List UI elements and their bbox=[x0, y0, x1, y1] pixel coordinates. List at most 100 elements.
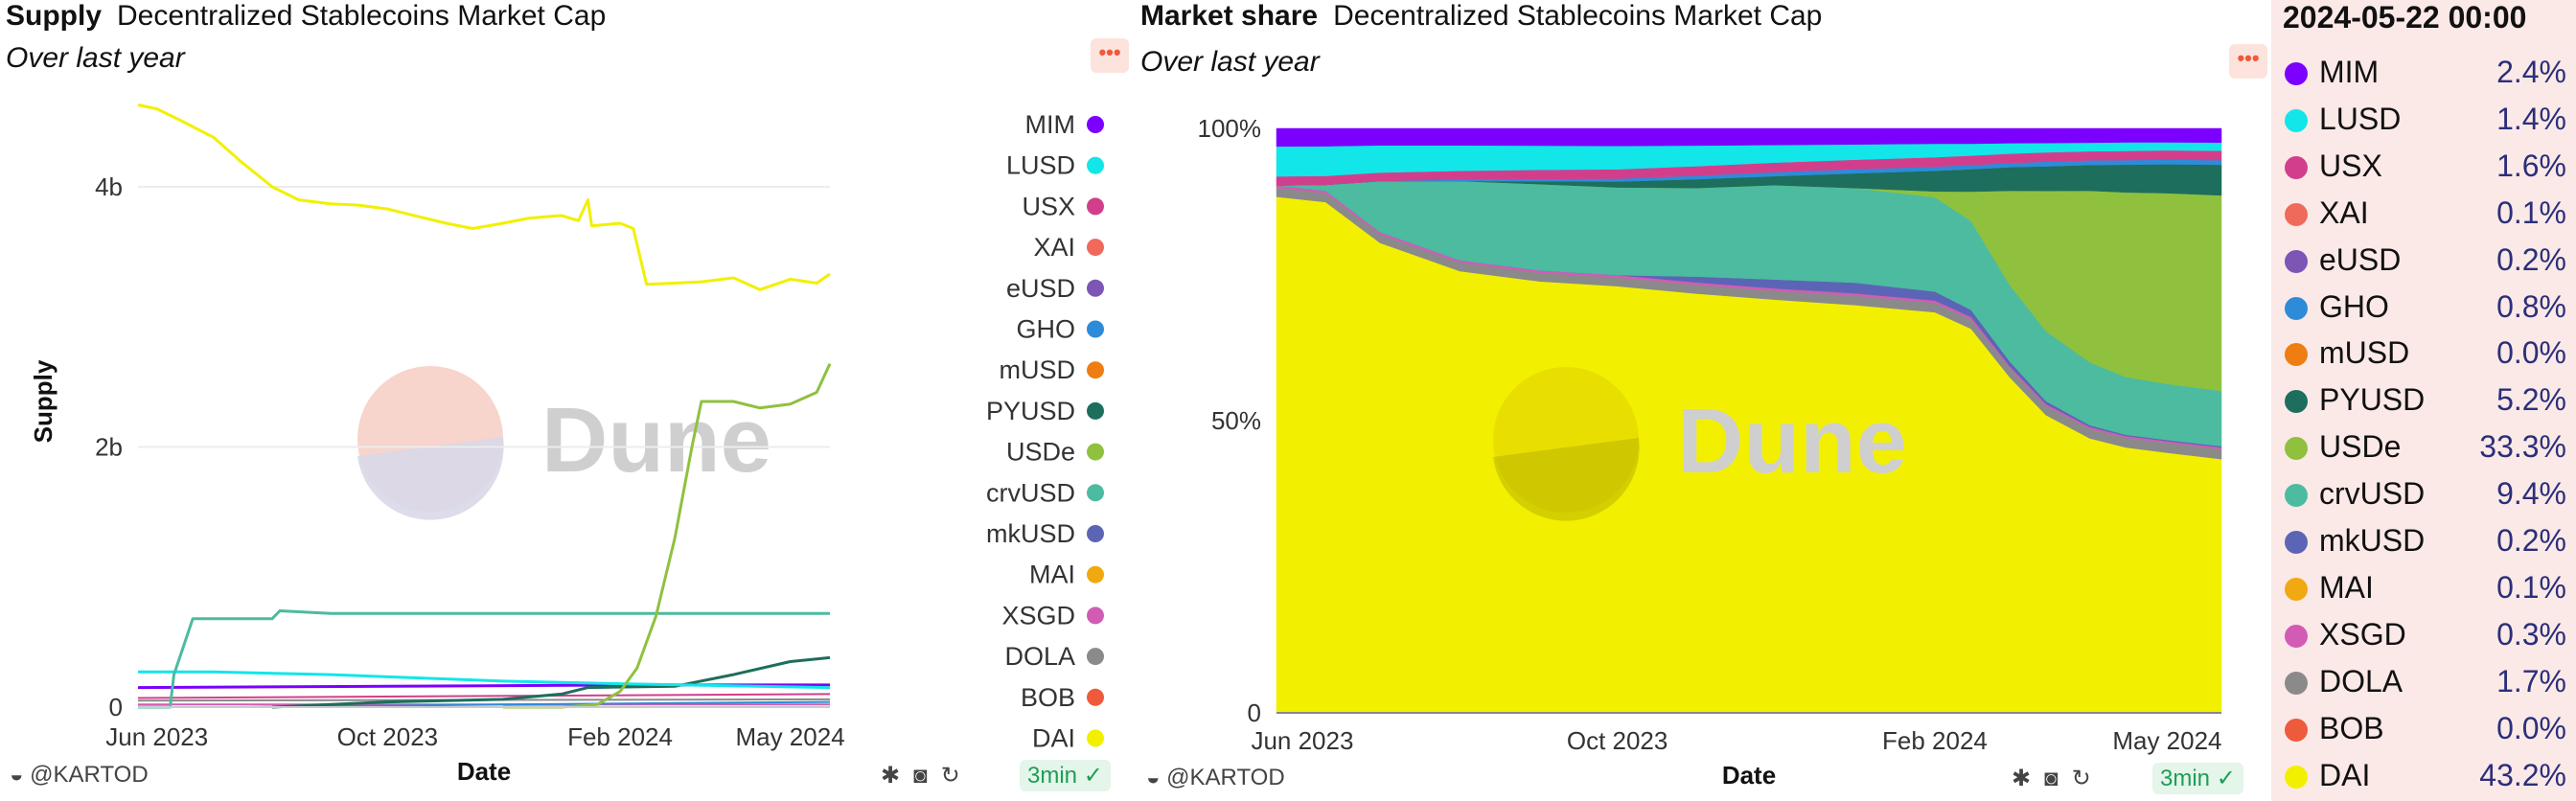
series-color-dot bbox=[2285, 202, 2308, 226]
market-share-area-chart: Dune 0 50% 100% Jun 2023 Oct 2023 Feb 2024 May… bbox=[1198, 114, 2222, 790]
author-handle: @KARTOD bbox=[30, 762, 149, 788]
tooltip-row-usde: USDe 33.3% bbox=[2271, 425, 2576, 472]
legend-label-musd: mUSD bbox=[1000, 355, 1076, 384]
series-share-value: 33.3% bbox=[2479, 429, 2566, 465]
series-share-value: 0.3% bbox=[2496, 616, 2566, 652]
legend-label-mkusd: mkUSD bbox=[986, 519, 1075, 548]
chart-actions: ✱ ◙ ↻ bbox=[867, 762, 960, 790]
series-color-dot bbox=[2285, 296, 2308, 320]
gridlines bbox=[138, 186, 830, 448]
legend-swatch-mkusd bbox=[1087, 525, 1104, 542]
dune-logo-wedge bbox=[357, 437, 504, 520]
y-tick-label: 100% bbox=[1198, 114, 1262, 143]
axes: 0 2b 4b Jun 2023 Oct 2023 Feb 2024 May 2024 Dat… bbox=[29, 172, 845, 786]
tooltip-row-dai: DAI 43.2% bbox=[2271, 754, 2576, 801]
series-name: USX bbox=[2319, 148, 2382, 183]
series-line-lusd bbox=[138, 670, 831, 690]
series-name: LUSD bbox=[2319, 101, 2402, 136]
x-axis-title: Date bbox=[1722, 761, 1776, 790]
camera-icon[interactable]: ◙ bbox=[913, 763, 928, 789]
legend-label-mai: MAI bbox=[1029, 561, 1075, 589]
series-color-dot bbox=[2285, 249, 2308, 273]
tooltip-row-lusd: LUSD 1.4% bbox=[2271, 98, 2576, 145]
author-credit[interactable]: ◒ @KARTOD bbox=[10, 762, 149, 788]
more-options-button[interactable]: ••• bbox=[1091, 38, 1129, 73]
legend-swatch-usde bbox=[1087, 443, 1104, 461]
series-share-value: 5.2% bbox=[2496, 382, 2566, 418]
legend-swatch-mim bbox=[1087, 116, 1104, 133]
legend-swatch-gho bbox=[1087, 320, 1104, 338]
author-handle: @KARTOD bbox=[1166, 765, 1285, 790]
tooltip-row-eusd: eUSD 0.2% bbox=[2271, 239, 2576, 286]
check-circle-icon: ✓ bbox=[1083, 763, 1103, 789]
legend-swatch-pyusd bbox=[1087, 401, 1104, 420]
freshness-text: 3min bbox=[1027, 763, 1078, 789]
y-tick-label: 50% bbox=[1211, 406, 1261, 435]
dune-logo-wedge bbox=[1493, 438, 1640, 521]
tooltip-row-musd: mUSD 0.0% bbox=[2271, 332, 2576, 378]
y-tick-label: 2b bbox=[95, 433, 123, 462]
chart-subtitle: Over last year bbox=[6, 42, 185, 74]
legend-label-xsgd: XSGD bbox=[1001, 601, 1075, 629]
series-name: GHO bbox=[2319, 288, 2389, 324]
bug-icon[interactable]: ✱ bbox=[2012, 766, 2032, 791]
series-share-value: 0.2% bbox=[2496, 523, 2566, 558]
series-color-dot bbox=[2285, 437, 2308, 461]
camera-icon[interactable]: ◙ bbox=[2044, 766, 2058, 791]
series-name: MAI bbox=[2319, 569, 2374, 605]
y-tick-label: 0 bbox=[1248, 698, 1261, 727]
dune-watermark: Dune bbox=[1493, 367, 1907, 521]
series-share-value: 1.7% bbox=[2496, 663, 2566, 698]
legend-swatch-lusd bbox=[1087, 156, 1104, 174]
tooltip-row-gho: GHO 0.8% bbox=[2271, 286, 2576, 332]
y-tick-label: 0 bbox=[109, 693, 123, 721]
tooltip-row-xai: XAI 0.1% bbox=[2271, 192, 2576, 239]
legend: MIM LUSD USX XAI eUSD GHO mUSD PYUSD USDe crvUSD m… bbox=[986, 110, 1104, 753]
x-tick-label: Jun 2023 bbox=[105, 722, 208, 751]
legend-swatch-musd bbox=[1087, 361, 1104, 379]
snapshot-tooltip: 2024-05-22 00:00 MIM 2.4% LUSD 1.4% USX 1.6% X… bbox=[2271, 0, 2576, 801]
tooltip-date: 2024-05-22 00:00 bbox=[2283, 0, 2527, 34]
x-tick-label: Oct 2023 bbox=[1567, 726, 1668, 755]
legend-swatch-xsgd bbox=[1087, 606, 1104, 625]
series-color-dot bbox=[2285, 484, 2308, 508]
legend-label-dai: DAI bbox=[1032, 724, 1075, 753]
market-share-chart-panel: Market share Decentralized Stablecoins Ma… bbox=[1131, 0, 2271, 801]
more-options-button[interactable]: ••• bbox=[2229, 44, 2267, 79]
tooltip-row-mkusd: mkUSD 0.2% bbox=[2271, 519, 2576, 566]
series-share-value: 1.4% bbox=[2496, 101, 2566, 136]
y-axis-title: Supply bbox=[29, 359, 58, 443]
area-mim bbox=[1276, 127, 2222, 148]
legend-swatch-bob bbox=[1087, 688, 1104, 706]
series-share-value: 2.4% bbox=[2496, 55, 2566, 89]
tooltip-row-pyusd: PYUSD 5.2% bbox=[2271, 378, 2576, 425]
series-color-dot bbox=[2285, 765, 2308, 789]
chart-actions: ✱ ◙ ↻ bbox=[1998, 765, 2091, 792]
series-color-dot bbox=[2285, 108, 2308, 132]
series-color-dot bbox=[2285, 390, 2308, 414]
series-share-value: 1.6% bbox=[2496, 148, 2566, 183]
author-credit[interactable]: ◒ @KARTOD bbox=[1146, 765, 1285, 790]
legend-swatch-mai bbox=[1087, 565, 1104, 584]
legend-label-xai: XAI bbox=[1033, 233, 1075, 262]
series-color-dot bbox=[2285, 343, 2308, 367]
tooltip-row-mim: MIM 2.4% bbox=[2271, 51, 2576, 98]
x-tick-label: Feb 2024 bbox=[567, 722, 673, 751]
x-tick-label: Jun 2023 bbox=[1251, 726, 1353, 755]
tooltip-row-crvusd: crvUSD 9.4% bbox=[2271, 472, 2576, 519]
refresh-icon[interactable]: ↻ bbox=[940, 763, 960, 789]
series-name: XAI bbox=[2319, 195, 2369, 230]
tooltip-row-usx: USX 1.6% bbox=[2271, 145, 2576, 192]
series-name: MIM bbox=[2319, 55, 2380, 89]
bug-icon[interactable]: ✱ bbox=[881, 763, 901, 789]
legend-label-usx: USX bbox=[1022, 192, 1075, 220]
supply-line-chart: Dune 0 2b 4b Jun 2023 Oct 2023 Feb 2024 May 20… bbox=[29, 103, 1104, 786]
series-name: eUSD bbox=[2319, 241, 2402, 277]
axes: 0 50% 100% Jun 2023 Oct 2023 Feb 2024 May 2024… bbox=[1198, 114, 2222, 790]
x-tick-label: May 2024 bbox=[735, 722, 844, 751]
refresh-icon[interactable]: ↻ bbox=[2071, 766, 2091, 791]
series-lines bbox=[137, 103, 832, 709]
tooltip-row-bob: BOB 0.0% bbox=[2271, 707, 2576, 754]
legend-label-lusd: LUSD bbox=[1006, 151, 1075, 180]
watermark-text: Dune bbox=[1677, 390, 1907, 492]
